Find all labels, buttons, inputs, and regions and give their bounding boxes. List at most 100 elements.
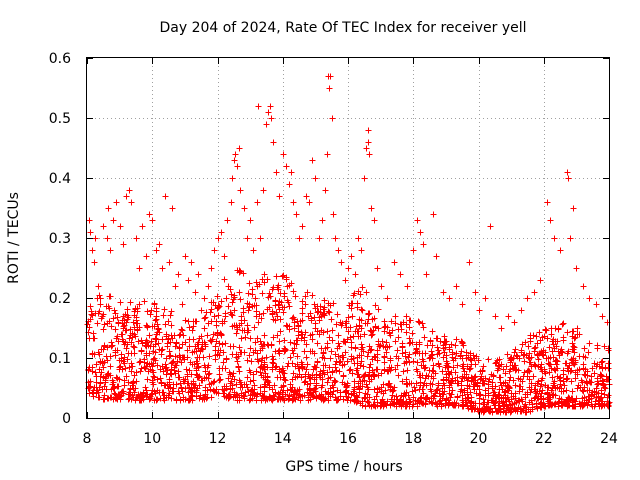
data-point (230, 370, 237, 377)
data-point (296, 235, 303, 242)
data-point (443, 374, 450, 381)
data-point (131, 344, 138, 351)
data-point (246, 397, 253, 404)
data-point (374, 347, 381, 354)
data-point (214, 351, 221, 358)
data-point (320, 306, 327, 313)
data-point (449, 349, 456, 356)
data-point (160, 368, 167, 375)
data-point (328, 316, 335, 323)
data-point (576, 353, 583, 360)
data-point (453, 350, 460, 357)
data-point (208, 306, 215, 313)
data-point (313, 371, 320, 378)
data-point (403, 380, 410, 387)
data-point (345, 314, 352, 321)
data-point (154, 329, 161, 336)
data-point (571, 403, 578, 410)
data-point (151, 355, 158, 362)
data-point (249, 391, 256, 398)
data-point (286, 395, 293, 402)
data-point (269, 359, 276, 366)
data-point (139, 340, 146, 347)
data-point (277, 290, 284, 297)
grid-layer (87, 58, 609, 418)
data-point (129, 334, 136, 341)
data-point (591, 370, 598, 377)
x-tick-label: 8 (83, 431, 92, 447)
data-point (430, 368, 437, 375)
data-point (507, 374, 514, 381)
data-point (136, 397, 143, 404)
data-point (320, 329, 327, 336)
data-point (525, 343, 532, 350)
data-point (201, 325, 208, 332)
data-point (153, 247, 160, 254)
data-point (489, 379, 496, 386)
data-point (549, 374, 556, 381)
data-point (282, 377, 289, 384)
data-point (110, 315, 117, 322)
data-point (470, 383, 477, 390)
data-point (366, 151, 373, 158)
x-tick-label: 22 (535, 431, 553, 447)
data-point (340, 338, 347, 345)
data-point (194, 354, 201, 361)
data-point (222, 340, 229, 347)
data-point (151, 300, 158, 307)
data-point (106, 305, 113, 312)
data-point (332, 364, 339, 371)
data-point (169, 388, 176, 395)
data-point (235, 363, 242, 370)
data-point (546, 344, 553, 351)
data-point (237, 296, 244, 303)
data-point (342, 349, 349, 356)
data-point (234, 163, 241, 170)
data-point (271, 393, 278, 400)
data-point (245, 307, 252, 314)
data-point (529, 406, 536, 413)
data-point (363, 289, 370, 296)
data-point (246, 367, 253, 374)
data-point (245, 388, 252, 395)
data-point (107, 363, 114, 370)
data-point (364, 320, 371, 327)
data-point (188, 259, 195, 266)
data-point (545, 394, 552, 401)
data-point (505, 387, 512, 394)
data-point (290, 199, 297, 206)
data-point (399, 378, 406, 385)
data-point (184, 347, 191, 354)
data-point (264, 377, 271, 384)
data-point (310, 366, 317, 373)
data-point (291, 387, 298, 394)
data-point (242, 334, 249, 341)
data-point (515, 367, 522, 374)
data-point (195, 271, 202, 278)
data-point (348, 353, 355, 360)
data-point (233, 330, 240, 337)
data-point (317, 394, 324, 401)
data-point (439, 368, 446, 375)
data-point (563, 387, 570, 394)
data-point (325, 308, 332, 315)
data-point (581, 345, 588, 352)
data-point (218, 229, 225, 236)
data-point (321, 310, 328, 317)
data-point (542, 349, 549, 356)
data-point (411, 384, 418, 391)
data-point (320, 367, 327, 374)
data-point (392, 338, 399, 345)
data-point (195, 339, 202, 346)
data-point (332, 394, 339, 401)
data-point (302, 301, 309, 308)
data-point (445, 397, 452, 404)
data-points (84, 73, 613, 416)
data-point (342, 277, 349, 284)
data-point (227, 343, 234, 350)
data-point (400, 368, 407, 375)
data-point (534, 405, 541, 412)
data-point (207, 309, 214, 316)
data-point (238, 390, 245, 397)
data-point (247, 217, 254, 224)
